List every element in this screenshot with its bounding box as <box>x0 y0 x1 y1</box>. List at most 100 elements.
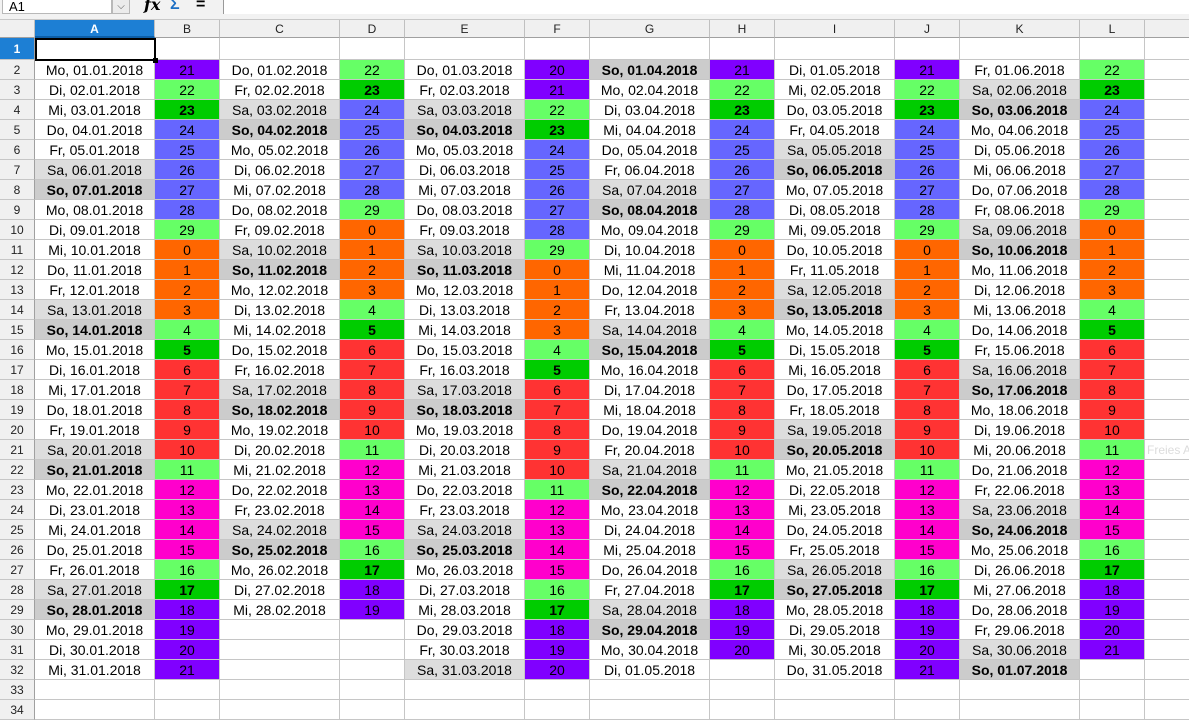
date-cell[interactable]: Fr, 22.06.2018 <box>960 480 1080 500</box>
cell[interactable] <box>35 700 155 720</box>
cell[interactable] <box>340 660 405 680</box>
cell[interactable] <box>1080 700 1145 720</box>
shift-number-cell[interactable]: 19 <box>340 600 405 620</box>
cell[interactable] <box>1145 260 1189 280</box>
date-cell[interactable]: Di, 30.01.2018 <box>35 640 155 660</box>
row-header-31[interactable]: 31 <box>0 640 35 660</box>
select-all-corner[interactable] <box>0 20 35 38</box>
date-cell[interactable]: Di, 05.06.2018 <box>960 140 1080 160</box>
cell[interactable] <box>1080 38 1145 60</box>
date-cell[interactable]: Di, 19.06.2018 <box>960 420 1080 440</box>
cell[interactable] <box>1145 500 1189 520</box>
shift-number-cell[interactable]: 10 <box>155 440 220 460</box>
shift-number-cell[interactable]: 3 <box>895 300 960 320</box>
shift-number-cell[interactable]: 11 <box>1080 440 1145 460</box>
shift-number-cell[interactable]: 2 <box>155 280 220 300</box>
shift-number-cell[interactable]: 15 <box>525 560 590 580</box>
date-cell[interactable]: Mo, 29.01.2018 <box>35 620 155 640</box>
cell[interactable] <box>340 680 405 700</box>
shift-number-cell[interactable]: 11 <box>710 460 775 480</box>
shift-number-cell[interactable]: 19 <box>155 620 220 640</box>
date-cell[interactable]: Sa, 06.01.2018 <box>35 160 155 180</box>
cell[interactable] <box>1145 240 1189 260</box>
date-cell[interactable]: So, 01.07.2018 <box>960 660 1080 680</box>
date-cell[interactable]: Sa, 17.03.2018 <box>405 380 525 400</box>
cell[interactable] <box>1145 80 1189 100</box>
date-cell[interactable]: Mi, 18.04.2018 <box>590 400 710 420</box>
cell[interactable] <box>1145 600 1189 620</box>
cell[interactable] <box>220 620 340 640</box>
shift-number-cell[interactable]: 18 <box>340 580 405 600</box>
date-cell[interactable]: Fr, 16.02.2018 <box>220 360 340 380</box>
date-cell[interactable]: So, 13.05.2018 <box>775 300 895 320</box>
shift-number-cell[interactable]: 21 <box>1080 640 1145 660</box>
cell[interactable] <box>1145 520 1189 540</box>
shift-number-cell[interactable]: 23 <box>155 100 220 120</box>
cell[interactable] <box>775 38 895 60</box>
shift-number-cell[interactable]: 14 <box>155 520 220 540</box>
shift-number-cell[interactable]: 16 <box>340 540 405 560</box>
date-cell[interactable]: So, 14.01.2018 <box>35 320 155 340</box>
date-cell[interactable]: Mo, 19.02.2018 <box>220 420 340 440</box>
date-cell[interactable]: So, 11.03.2018 <box>405 260 525 280</box>
shift-number-cell[interactable]: 19 <box>710 620 775 640</box>
shift-number-cell[interactable]: 27 <box>525 200 590 220</box>
shift-number-cell[interactable]: 5 <box>710 340 775 360</box>
cell[interactable] <box>340 620 405 640</box>
shift-number-cell[interactable]: 9 <box>525 440 590 460</box>
spreadsheet-grid[interactable]: A B C D E F G H I J K L 1 2 3 4 5 6 7 8 9 10 11 12 13 14 15 16 17 18 1… <box>0 20 1189 721</box>
date-cell[interactable]: Do, 19.04.2018 <box>590 420 710 440</box>
date-cell[interactable]: Mi, 17.01.2018 <box>35 380 155 400</box>
date-cell[interactable]: Mi, 27.06.2018 <box>960 580 1080 600</box>
date-cell[interactable]: Mi, 24.01.2018 <box>35 520 155 540</box>
shift-number-cell[interactable]: 11 <box>155 460 220 480</box>
date-cell[interactable]: Mo, 12.02.2018 <box>220 280 340 300</box>
date-cell[interactable]: Mi, 20.06.2018 <box>960 440 1080 460</box>
shift-number-cell[interactable]: 10 <box>525 460 590 480</box>
shift-number-cell[interactable]: 25 <box>155 140 220 160</box>
cell[interactable] <box>405 680 525 700</box>
cell[interactable] <box>35 38 155 60</box>
row-header-32[interactable]: 32 <box>0 660 35 680</box>
cell[interactable] <box>710 660 775 680</box>
cell[interactable] <box>1145 320 1189 340</box>
shift-number-cell[interactable]: 20 <box>155 640 220 660</box>
shift-number-cell[interactable]: 16 <box>710 560 775 580</box>
date-cell[interactable]: So, 21.01.2018 <box>35 460 155 480</box>
date-cell[interactable]: Sa, 10.02.2018 <box>220 240 340 260</box>
cell[interactable] <box>590 680 710 700</box>
date-cell[interactable]: Di, 09.01.2018 <box>35 220 155 240</box>
cell[interactable] <box>895 700 960 720</box>
date-cell[interactable]: Di, 10.04.2018 <box>590 240 710 260</box>
date-cell[interactable]: Di, 24.04.2018 <box>590 520 710 540</box>
date-cell[interactable]: So, 22.04.2018 <box>590 480 710 500</box>
date-cell[interactable]: Fr, 19.01.2018 <box>35 420 155 440</box>
date-cell[interactable]: Sa, 13.01.2018 <box>35 300 155 320</box>
date-cell[interactable]: Sa, 27.01.2018 <box>35 580 155 600</box>
date-cell[interactable]: Mi, 21.02.2018 <box>220 460 340 480</box>
row-header-3[interactable]: 3 <box>0 80 35 100</box>
shift-number-cell[interactable]: 25 <box>340 120 405 140</box>
column-header-h[interactable]: H <box>710 20 775 38</box>
cell[interactable] <box>1145 560 1189 580</box>
shift-number-cell[interactable]: 8 <box>155 400 220 420</box>
date-cell[interactable]: So, 06.05.2018 <box>775 160 895 180</box>
date-cell[interactable]: Sa, 24.03.2018 <box>405 520 525 540</box>
shift-number-cell[interactable]: 1 <box>895 260 960 280</box>
cell[interactable] <box>220 38 340 60</box>
shift-number-cell[interactable]: 5 <box>155 340 220 360</box>
cell[interactable] <box>1145 180 1189 200</box>
shift-number-cell[interactable]: 9 <box>1080 400 1145 420</box>
shift-number-cell[interactable]: 4 <box>1080 300 1145 320</box>
date-cell[interactable]: Do, 22.03.2018 <box>405 480 525 500</box>
cell[interactable] <box>1080 680 1145 700</box>
shift-number-cell[interactable]: 19 <box>1080 600 1145 620</box>
shift-number-cell[interactable]: 20 <box>525 60 590 80</box>
shift-number-cell[interactable]: 23 <box>710 100 775 120</box>
shift-number-cell[interactable]: 6 <box>155 360 220 380</box>
date-cell[interactable]: So, 11.02.2018 <box>220 260 340 280</box>
shift-number-cell[interactable]: 2 <box>710 280 775 300</box>
shift-number-cell[interactable]: 9 <box>895 420 960 440</box>
date-cell[interactable]: Mi, 14.02.2018 <box>220 320 340 340</box>
cell[interactable] <box>525 38 590 60</box>
